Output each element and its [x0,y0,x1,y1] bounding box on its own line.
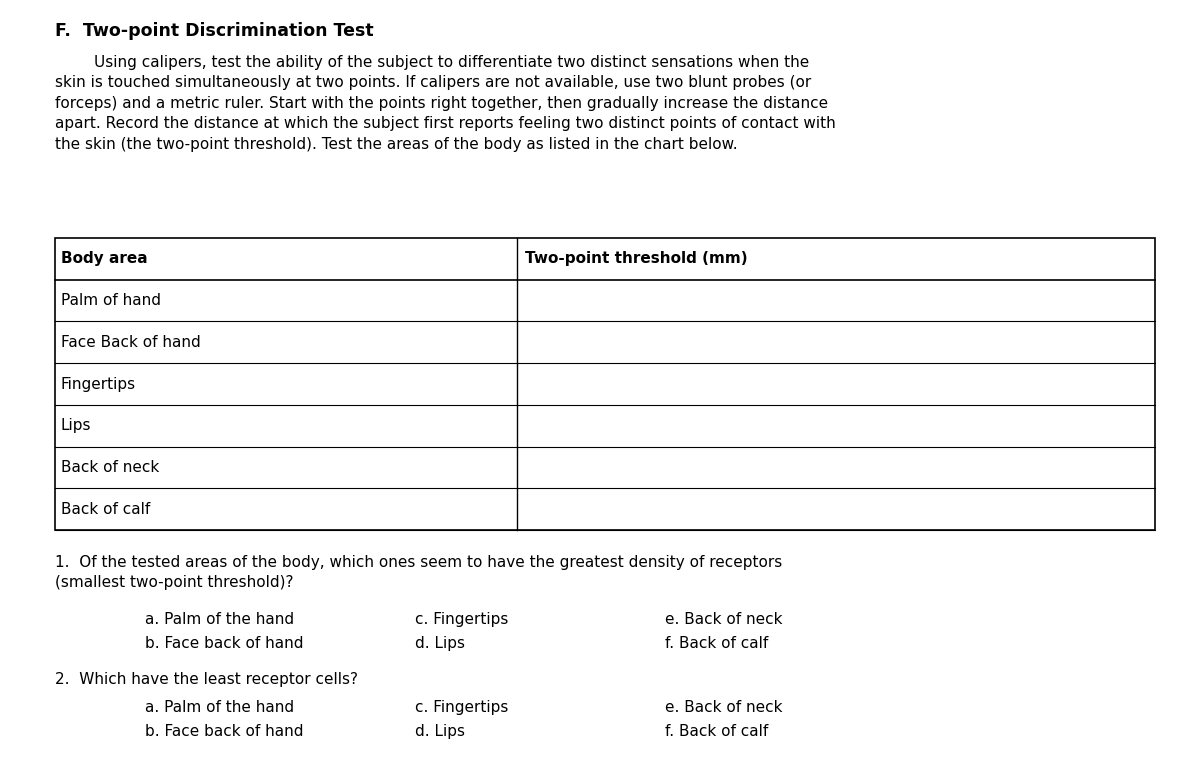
Text: F.  Two-point Discrimination Test: F. Two-point Discrimination Test [55,22,373,40]
Text: Back of neck: Back of neck [61,460,160,475]
Text: c. Fingertips: c. Fingertips [415,700,509,715]
Bar [55,238,1154,530]
Text: Back of calf: Back of calf [61,502,150,516]
Text: f. Back of calf: f. Back of calf [665,636,768,651]
Text: f. Back of calf: f. Back of calf [665,724,768,739]
Text: 1.  Of the tested areas of the body, which ones seem to have the greatest densit: 1. Of the tested areas of the body, whic… [55,555,782,590]
Text: a. Palm of the hand: a. Palm of the hand [145,612,294,627]
Text: Palm of hand: Palm of hand [61,293,161,308]
Text: b. Face back of hand: b. Face back of hand [145,636,304,651]
Text: b. Face back of hand: b. Face back of hand [145,724,304,739]
Text: a. Palm of the hand: a. Palm of the hand [145,700,294,715]
Text: Body area: Body area [61,251,148,266]
Text: Two-point threshold (mm): Two-point threshold (mm) [526,251,748,266]
Text: Face Back of hand: Face Back of hand [61,335,200,349]
Text: Fingertips: Fingertips [61,377,136,392]
Text: e. Back of neck: e. Back of neck [665,700,782,715]
Text: 2.  Which have the least receptor cells?: 2. Which have the least receptor cells? [55,672,358,687]
Text: e. Back of neck: e. Back of neck [665,612,782,627]
Text: Lips: Lips [61,418,91,433]
Text: Using calipers, test the ability of the subject to differentiate two distinct se: Using calipers, test the ability of the … [55,55,835,151]
Text: d. Lips: d. Lips [415,724,466,739]
Text: d. Lips: d. Lips [415,636,466,651]
Text: c. Fingertips: c. Fingertips [415,612,509,627]
